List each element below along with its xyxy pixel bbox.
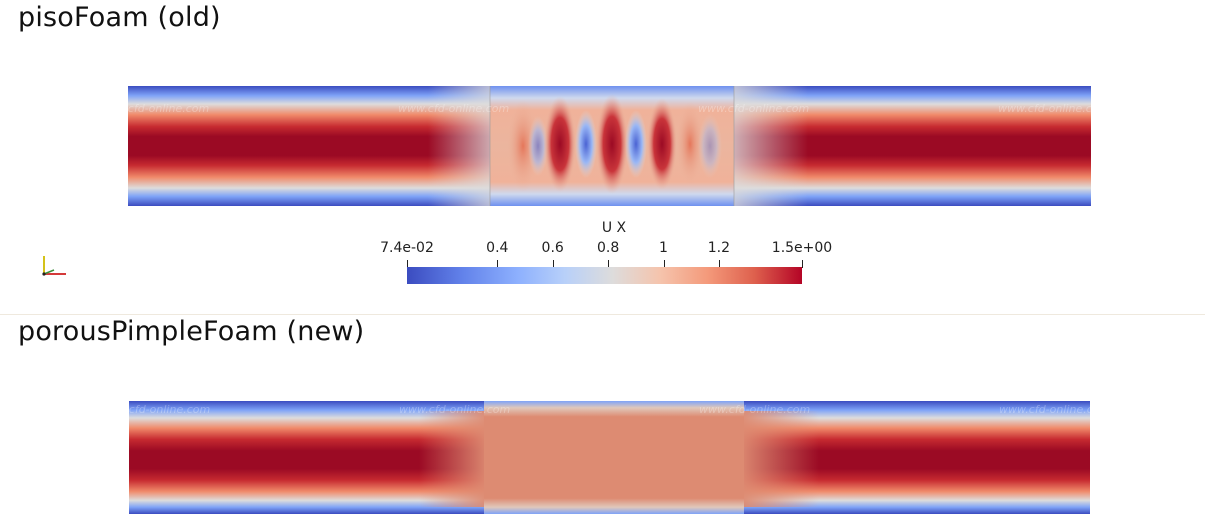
colorbar-tick-label: 7.4e-02 [380,240,434,256]
colorbar-tick-label: 1.5e+00 [771,240,833,256]
flow-field-new: www.cfd-online.com www.cfd-online.com ww… [129,401,1090,514]
panel-divider [0,314,1205,315]
flow-field-old-render [128,86,1091,206]
flow-field-new-render [129,401,1090,514]
axes-orientation-triad-icon [40,252,70,278]
colorbar-tick-mark [802,260,803,268]
colorbar-tick-mark [552,260,554,268]
colorbar-tick-label: 0.6 [541,240,564,256]
colorbar-tick-mark [718,260,720,268]
colorbar-tick-label: 1.2 [707,240,731,256]
flow-field-old: www.cfd-online.com www.cfd-online.com ww… [128,86,1091,206]
colorbar-tick-label: 1 [659,240,668,256]
colorbar-tick-label: 0.8 [596,240,620,256]
colorbar-title: U X [601,220,627,236]
colorbar-tick-mark [608,260,610,268]
colorbar-tick-label: 0.4 [486,240,509,256]
panel-title-old: pisoFoam (old) [18,2,221,33]
colorbar-tick-mark [497,260,499,268]
colorbar-tick-mark [407,260,408,268]
colorbar-gradient [407,267,802,284]
colorbar-tick-mark [663,260,665,268]
panel-title-new: porousPimpleFoam (new) [18,316,365,347]
colorbar-legend: U X 7.4e-02 0.4 0.6 0.8 1 1.2 1.5e+00 [360,218,840,290]
